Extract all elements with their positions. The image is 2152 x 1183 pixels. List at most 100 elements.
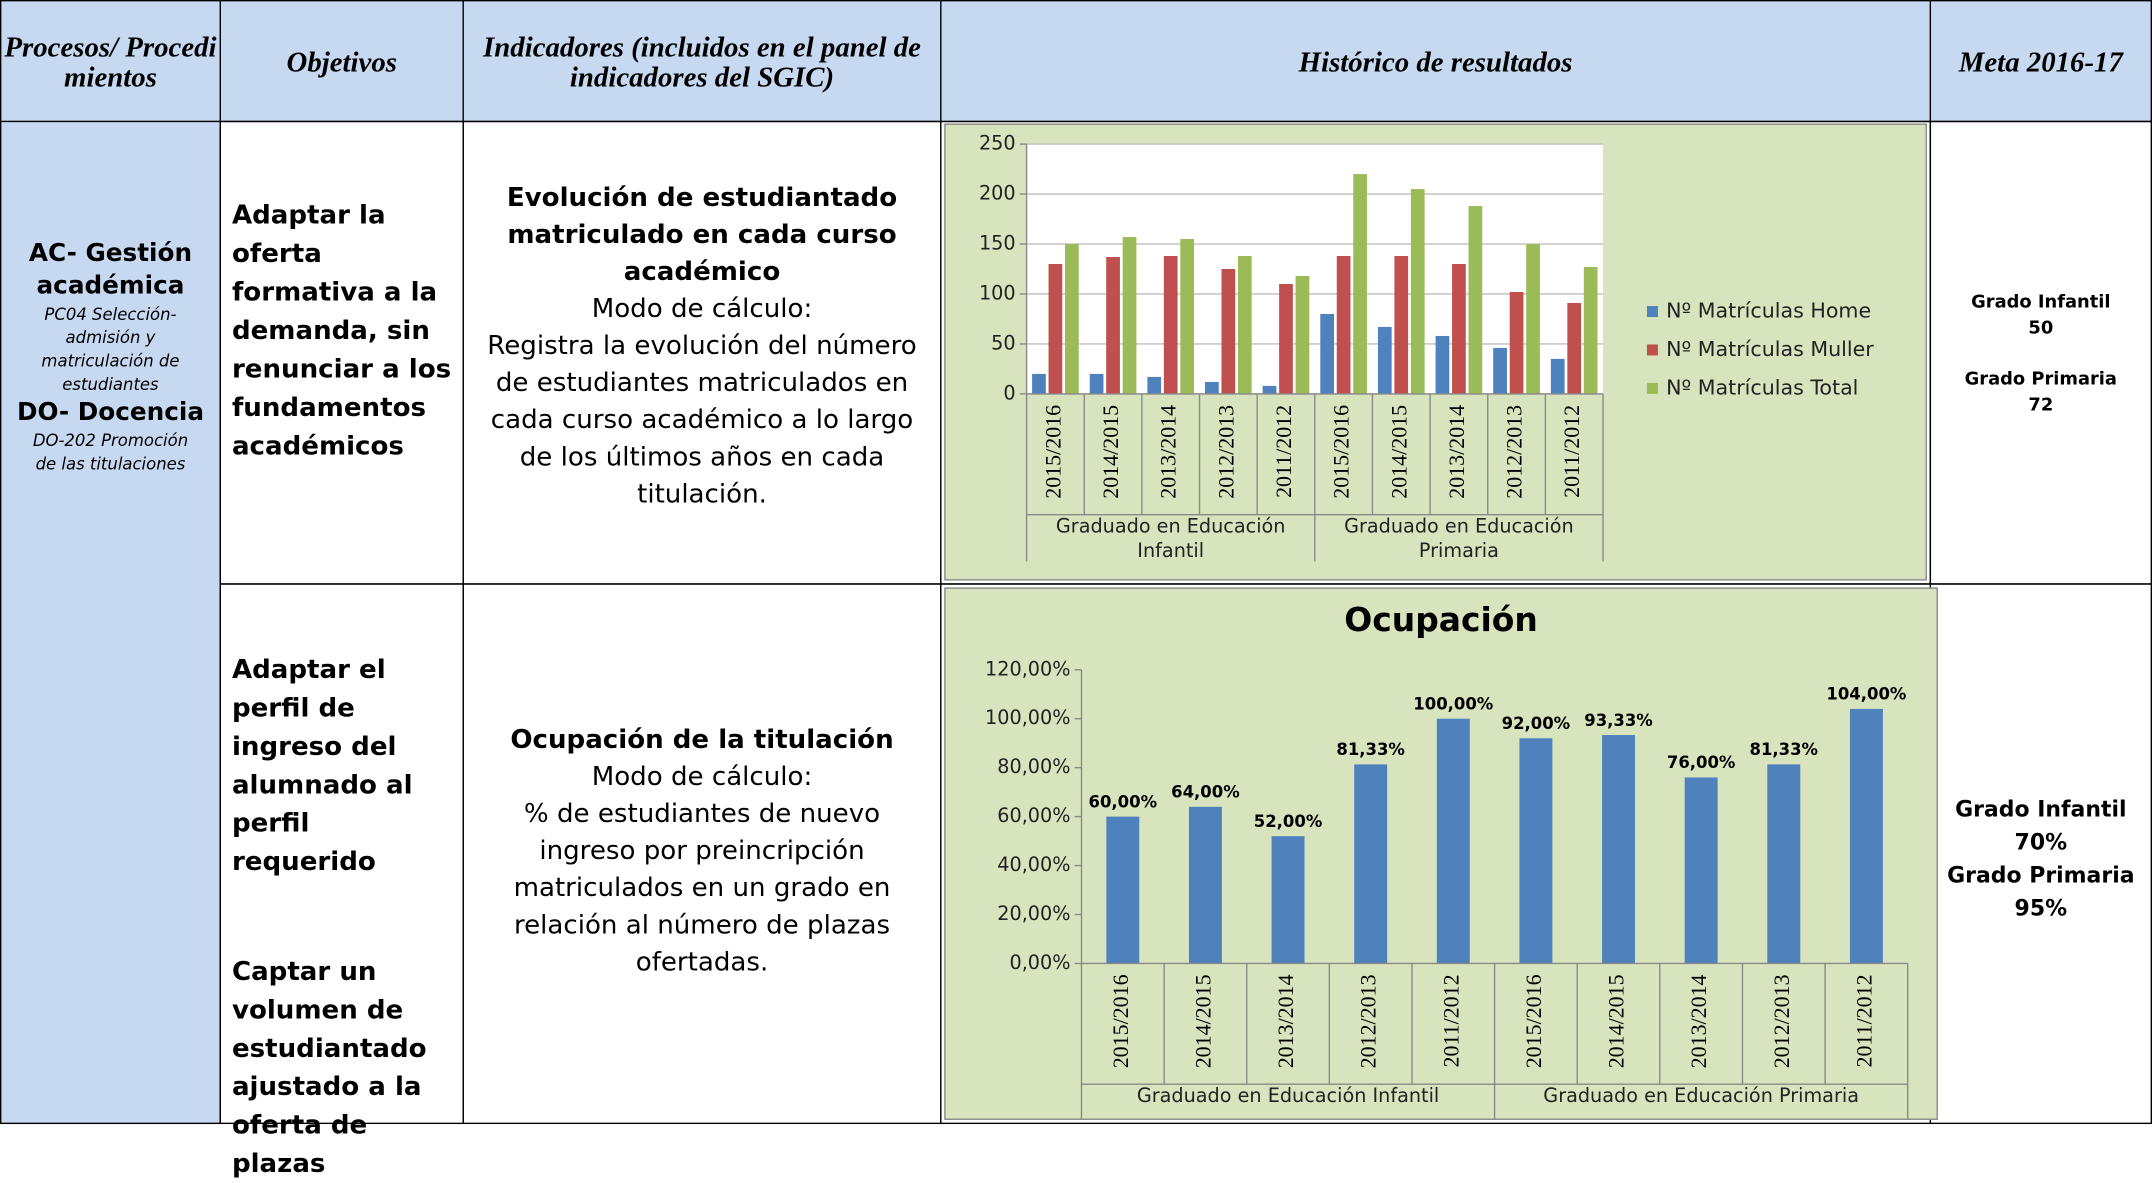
bar bbox=[1509, 291, 1524, 394]
objective: Adaptar la oferta formativa a la demanda… bbox=[231, 200, 452, 462]
goal-cell: Grado Infantil 50 Grado Primaria 72 bbox=[1929, 120, 2152, 585]
process-title: DO- Docencia bbox=[16, 398, 205, 427]
legend-label: Nº Matrículas Total bbox=[1666, 375, 1858, 399]
objective: Adaptar el perfil de ingreso del alumnad… bbox=[231, 654, 413, 877]
x-tick-label: 2012/2013 bbox=[1502, 405, 1527, 499]
x-tick-label: 2011/2012 bbox=[1851, 974, 1876, 1067]
indicator-title: Ocupación de la titulación bbox=[510, 724, 894, 755]
y-tick-label: 200 bbox=[979, 182, 1016, 205]
x-tick-label: 2011/2012 bbox=[1559, 405, 1584, 498]
y-tick-label: 80,00% bbox=[997, 755, 1070, 778]
header-cell: Procesos/ Procedimientos bbox=[0, 0, 221, 123]
data-label: 93,33% bbox=[1584, 711, 1653, 730]
x-tick-label: 2013/2014 bbox=[1686, 974, 1711, 1068]
data-label: 52,00% bbox=[1254, 812, 1323, 831]
objective: Captar un volumen de estudiantado ajusta… bbox=[231, 956, 427, 1179]
bar bbox=[1526, 244, 1540, 394]
x-tick-label: 2014/2015 bbox=[1386, 405, 1411, 499]
bar bbox=[1048, 264, 1063, 394]
group-label: Graduado en Educación Primaria bbox=[1543, 1085, 1859, 1108]
y-tick-label: 250 bbox=[979, 132, 1016, 155]
x-tick-label: 2014/2015 bbox=[1098, 405, 1123, 499]
x-tick-label: 2013/2014 bbox=[1273, 974, 1298, 1068]
goal-value: 95% bbox=[2014, 894, 2068, 921]
goal-label: Grado Primaria bbox=[1947, 861, 2135, 888]
goal-value: 70% bbox=[2014, 828, 2068, 856]
y-tick-label: 0 bbox=[1003, 381, 1015, 404]
x-tick-label: 2013/2014 bbox=[1444, 405, 1469, 499]
header-cell: Histórico de resultados bbox=[940, 0, 1932, 123]
process-sub: PC04 Selección-admisión y matriculación … bbox=[41, 304, 180, 394]
bar bbox=[1122, 237, 1137, 394]
bar bbox=[1295, 275, 1310, 394]
data-label: 100,00% bbox=[1413, 694, 1493, 713]
x-tick-label: 2015/2016 bbox=[1040, 405, 1065, 499]
legend-swatch bbox=[1646, 382, 1658, 394]
chart: Ocupación 0,00% 20,00% 40,00% 60,00% 80,00% 10… bbox=[944, 587, 1938, 1120]
bar bbox=[1354, 764, 1388, 964]
bar bbox=[1583, 267, 1598, 394]
y-tick-label: 0,00% bbox=[1009, 951, 1070, 974]
data-label: 76,00% bbox=[1667, 753, 1736, 772]
x-tick-label: 2012/2013 bbox=[1769, 974, 1794, 1068]
indicator-cell: Evolución de estudiantado matriculado en… bbox=[462, 120, 942, 585]
header-cell: Indicadores (incluidos en el panel de in… bbox=[462, 0, 942, 123]
legend-swatch bbox=[1646, 344, 1658, 356]
legend-label: Nº Matrículas Muller bbox=[1666, 337, 1874, 361]
header-cell: Meta 2016-17 bbox=[1929, 0, 2152, 123]
header-cell: Objetivos bbox=[219, 0, 464, 123]
y-tick-label: 60,00% bbox=[997, 804, 1070, 827]
goal-label: Grado Infantil bbox=[1955, 796, 2127, 823]
bar bbox=[1452, 264, 1466, 394]
goal-cell: Grado Infantil 70% Grado Primaria 95% bbox=[1929, 583, 2152, 1125]
x-tick-label: 2012/2013 bbox=[1356, 974, 1381, 1068]
bar bbox=[1237, 256, 1252, 394]
bar bbox=[1519, 738, 1553, 964]
x-tick-label: 2015/2016 bbox=[1521, 974, 1546, 1068]
bar bbox=[1032, 373, 1046, 394]
y-tick-label: 100 bbox=[979, 281, 1016, 304]
chart-title: Ocupación bbox=[1344, 600, 1538, 639]
bar bbox=[1377, 326, 1392, 394]
chart: 0 50 100 150 200 250 2015/2016 2014/2015 2013/20… bbox=[944, 123, 1927, 581]
data-label: 104,00% bbox=[1826, 685, 1906, 704]
bar bbox=[1271, 836, 1305, 964]
bar bbox=[1336, 256, 1351, 394]
goal-value: 50 bbox=[2028, 318, 2054, 339]
bar bbox=[1436, 718, 1470, 964]
indicator-title: Evolución de estudiantado matriculado en… bbox=[506, 182, 898, 287]
y-tick-label: 120,00% bbox=[985, 657, 1070, 680]
bar bbox=[1089, 373, 1104, 394]
bar bbox=[1262, 385, 1277, 394]
bar bbox=[1205, 381, 1219, 394]
process-sub: DO-202 Promoción de las titulaciones bbox=[32, 430, 189, 474]
goal-label: Grado Infantil bbox=[1971, 292, 2111, 313]
bar bbox=[1394, 256, 1409, 394]
goal-value: 72 bbox=[2028, 395, 2054, 416]
indicator-method: Modo de cálculo: bbox=[591, 293, 813, 324]
chart-svg: Ocupación 0,00% 20,00% 40,00% 60,00% 80,00% 10… bbox=[985, 600, 1909, 1120]
x-tick-label: 2015/2016 bbox=[1108, 974, 1133, 1068]
x-tick-label: 2011/2012 bbox=[1438, 974, 1463, 1067]
data-label: 64,00% bbox=[1171, 783, 1240, 802]
goal-label: Grado Primaria bbox=[1964, 369, 2117, 390]
y-tick-label: 150 bbox=[979, 232, 1016, 255]
y-tick-label: 20,00% bbox=[997, 902, 1070, 925]
group-label: Graduado en Educación Infantil bbox=[1136, 1085, 1440, 1108]
bar bbox=[1188, 806, 1222, 964]
bar bbox=[1221, 269, 1236, 394]
bar bbox=[1684, 777, 1718, 964]
data-label: 92,00% bbox=[1502, 714, 1571, 733]
bar bbox=[1849, 708, 1883, 964]
group-label: Graduado en Educación Primaria bbox=[1344, 516, 1574, 563]
x-tick-label: 2014/2015 bbox=[1190, 974, 1215, 1068]
bar bbox=[1567, 302, 1582, 394]
bar bbox=[1493, 347, 1507, 394]
data-label: 81,33% bbox=[1336, 740, 1405, 759]
data-label: 81,33% bbox=[1750, 740, 1819, 759]
bar bbox=[1468, 206, 1483, 394]
legend-label: Nº Matrículas Home bbox=[1666, 299, 1871, 323]
x-tick-label: 2015/2016 bbox=[1329, 405, 1354, 499]
chart-svg: 0 50 100 150 200 250 2015/2016 2014/2015 2013/20… bbox=[979, 132, 1874, 562]
